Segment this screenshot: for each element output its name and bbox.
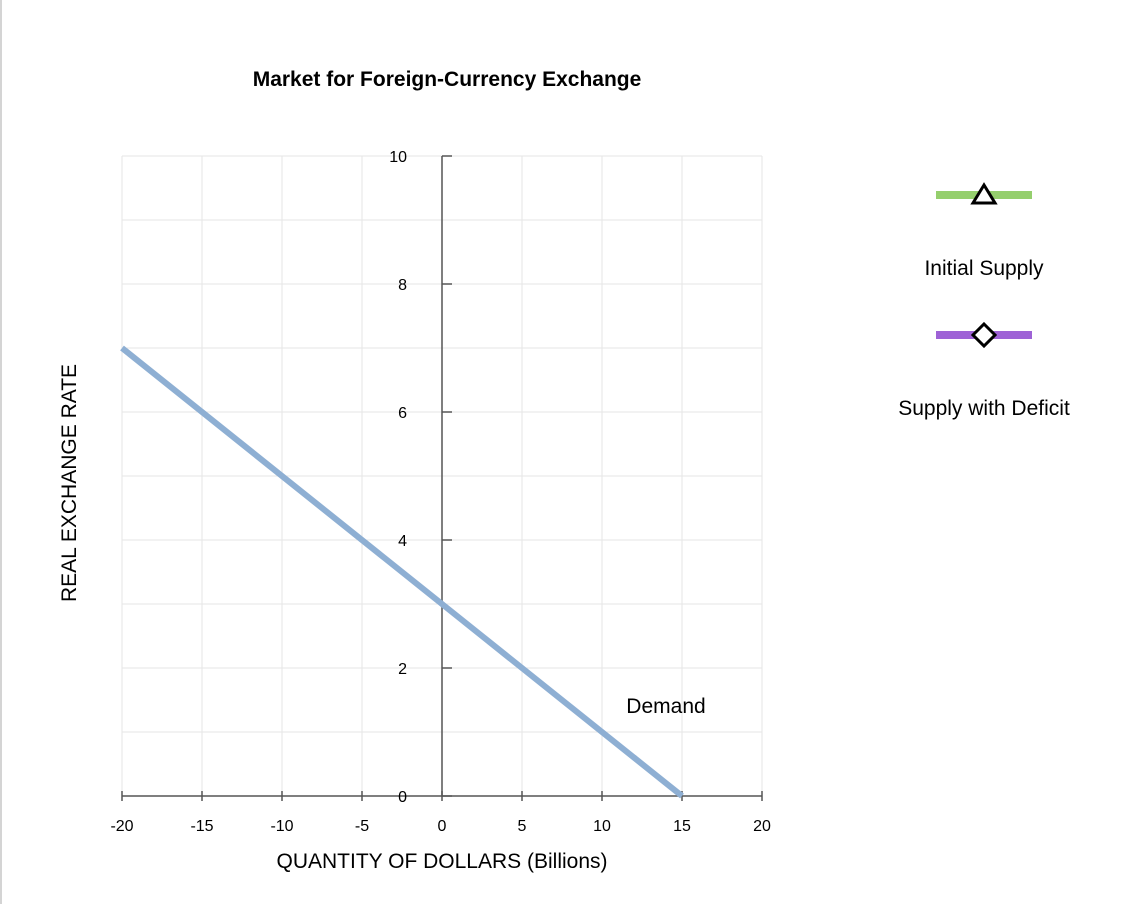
y-tick-label: 4 [398,533,407,550]
x-axis-label: QUANTITY OF DOLLARS (Billions) [276,850,608,873]
legend-label: Supply with Deficit [898,397,1070,420]
demand-label: Demand [626,695,705,718]
x-tick-label: 0 [438,818,447,835]
x-tick-label: -5 [355,818,369,835]
x-tick-label: -15 [190,818,213,835]
chart-title: Market for Foreign-Currency Exchange [252,68,642,91]
legend-label: Initial Supply [924,257,1044,280]
y-tick-label: 0 [398,789,407,806]
annotations: Demand [626,695,705,718]
y-tick-label: 6 [398,405,407,422]
tick-labels: -20 -15 -10 -5 0 5 10 15 20 0 2 4 6 8 10 [110,149,771,835]
x-tick-label: 15 [673,818,691,835]
y-tick-label: 10 [389,149,407,166]
x-tick-label: -20 [110,818,133,835]
x-tick-label: 5 [518,818,527,835]
x-tick-label: 20 [753,818,771,835]
y-tick-label: 2 [398,661,407,678]
frame-border [0,0,2,904]
x-tick-label: 10 [593,818,611,835]
axes [121,155,763,801]
diamond-icon [970,321,998,349]
legend [936,182,1032,349]
x-tick-label: -10 [270,818,293,835]
series-layer [120,345,684,799]
series-line-demand [120,345,684,799]
triangle-icon [970,182,998,205]
y-tick-label: 8 [398,277,407,294]
